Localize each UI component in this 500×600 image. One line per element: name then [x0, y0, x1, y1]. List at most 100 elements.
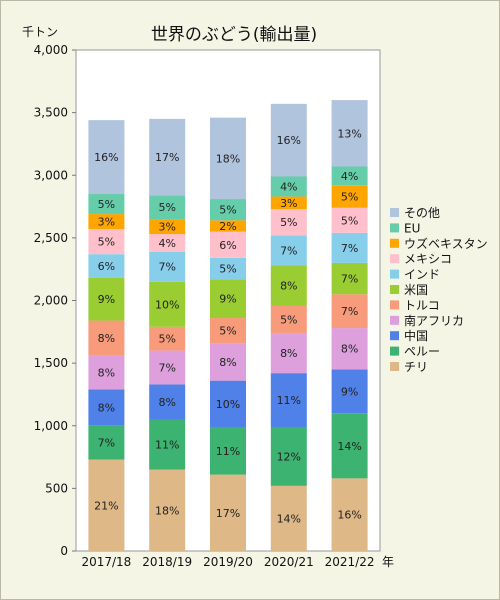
segment-label: 5%: [219, 263, 236, 276]
bar-segment: [88, 389, 125, 426]
segment-label: 5%: [341, 214, 358, 227]
bar-segment: [149, 234, 186, 252]
segment-label: 8%: [280, 347, 297, 360]
bar-segment: [88, 194, 125, 215]
segment-label: 10%: [216, 398, 240, 411]
legend-swatch: [390, 254, 399, 264]
segment-label: 7%: [341, 242, 358, 255]
y-tick-label: 0: [60, 544, 68, 558]
chart-title: 世界のぶどう(輸出量): [151, 25, 317, 45]
bar-segment: [270, 196, 307, 210]
x-unit-label: 年: [382, 555, 394, 569]
legend-label: その他: [404, 206, 440, 220]
legend-label: トルコ: [404, 298, 440, 312]
bar-segment: [149, 118, 186, 196]
bar-segment: [210, 117, 246, 200]
segment-label: 16%: [277, 134, 301, 147]
segment-label: 6%: [219, 239, 236, 252]
segment-label: 8%: [280, 279, 297, 292]
legend-swatch: [390, 331, 399, 341]
segment-label: 7%: [280, 244, 297, 257]
bar-segment: [210, 220, 246, 232]
bars-group: 21% 7% 8% 8% 8% 9% 6% 5% 3% 5% 16% 18% 11% 8% 7% 5% 10% 7…: [88, 100, 368, 551]
bar-segment: [270, 333, 307, 374]
segment-label: 16%: [94, 151, 118, 164]
bar-segment: [331, 207, 368, 233]
segment-label: 4%: [280, 181, 297, 194]
bar-segment: [88, 355, 125, 390]
y-tick-label: 2,000: [34, 294, 68, 308]
bar-segment: [270, 427, 307, 486]
x-tick-label: 2021/22: [325, 555, 375, 569]
bar-segment: [331, 369, 368, 414]
bar-segment: [210, 380, 246, 428]
segment-label: 4%: [341, 170, 358, 183]
segment-label: 8%: [341, 343, 358, 356]
bar-segment: [149, 384, 186, 420]
segment-label: 8%: [98, 367, 115, 380]
bar-segment: [331, 413, 368, 479]
legend-label: ペルー: [404, 345, 440, 359]
segment-label: 5%: [98, 198, 115, 211]
segment-label: 7%: [98, 437, 115, 450]
segment-label: 3%: [158, 221, 175, 234]
segment-label: 9%: [219, 293, 236, 306]
segment-label: 5%: [98, 236, 115, 249]
legend-swatch: [390, 223, 399, 233]
bar-segment: [331, 232, 368, 263]
segment-label: 6%: [98, 260, 115, 273]
bar-segment: [210, 343, 246, 381]
y-tick-label: 1,000: [34, 419, 68, 433]
bar-segment: [270, 235, 307, 266]
segment-label: 5%: [219, 325, 236, 338]
segment-label: 5%: [219, 204, 236, 217]
bar-segment: [331, 294, 368, 329]
segment-label: 11%: [277, 394, 301, 407]
legend-swatch: [390, 346, 399, 356]
legend-swatch: [390, 300, 399, 310]
segment-label: 7%: [158, 362, 175, 375]
segment-label: 8%: [98, 402, 115, 415]
segment-label: 17%: [155, 151, 179, 164]
legend-swatch: [390, 269, 399, 279]
y-axis: 0 500 1,000 1,500 2,000 2,500 3,000 3,500 4,000: [34, 43, 76, 558]
bar-segment: [210, 279, 246, 319]
bar-segment: [88, 229, 125, 255]
bar-segment: [88, 214, 125, 230]
bar-segment: [149, 419, 186, 470]
segment-label: 2%: [219, 220, 236, 233]
legend-label: 中国: [404, 328, 428, 343]
bar-segment: [331, 100, 368, 167]
bar-segment: [270, 176, 307, 197]
legend-swatch: [390, 238, 399, 248]
segment-label: 18%: [216, 152, 240, 165]
legend-label: メキシコ: [404, 252, 452, 266]
legend-label: チリ: [404, 360, 428, 374]
legend-swatch: [390, 315, 399, 325]
segment-label: 13%: [337, 127, 361, 140]
bar-segment: [149, 326, 186, 351]
segment-label: 11%: [216, 445, 240, 458]
legend-swatch: [390, 362, 399, 371]
bar-segment: [149, 251, 186, 282]
bar-segment: [210, 231, 246, 258]
bar-segment: [149, 195, 186, 220]
legend-label: EU: [404, 221, 420, 235]
x-tick-label: 2019/20: [203, 555, 253, 569]
segment-label: 5%: [280, 313, 297, 326]
y-tick-label: 1,500: [34, 356, 68, 370]
y-tick-label: 500: [45, 481, 68, 495]
x-axis: 2017/18 2018/19 2019/20 2020/21 2021/22: [81, 555, 374, 569]
bar-segment: [270, 485, 307, 551]
bar-segment: [88, 254, 125, 278]
bar-segment: [210, 427, 246, 475]
legend-label: ウズベキスタン: [404, 236, 488, 251]
segment-label: 5%: [158, 201, 175, 214]
segment-label: 9%: [341, 385, 358, 398]
segment-label: 16%: [337, 509, 361, 522]
bar-segment: [149, 281, 186, 327]
segment-label: 14%: [277, 512, 301, 525]
bar-segment: [88, 320, 125, 356]
segment-label: 17%: [216, 507, 240, 520]
bar-segment: [210, 199, 246, 221]
